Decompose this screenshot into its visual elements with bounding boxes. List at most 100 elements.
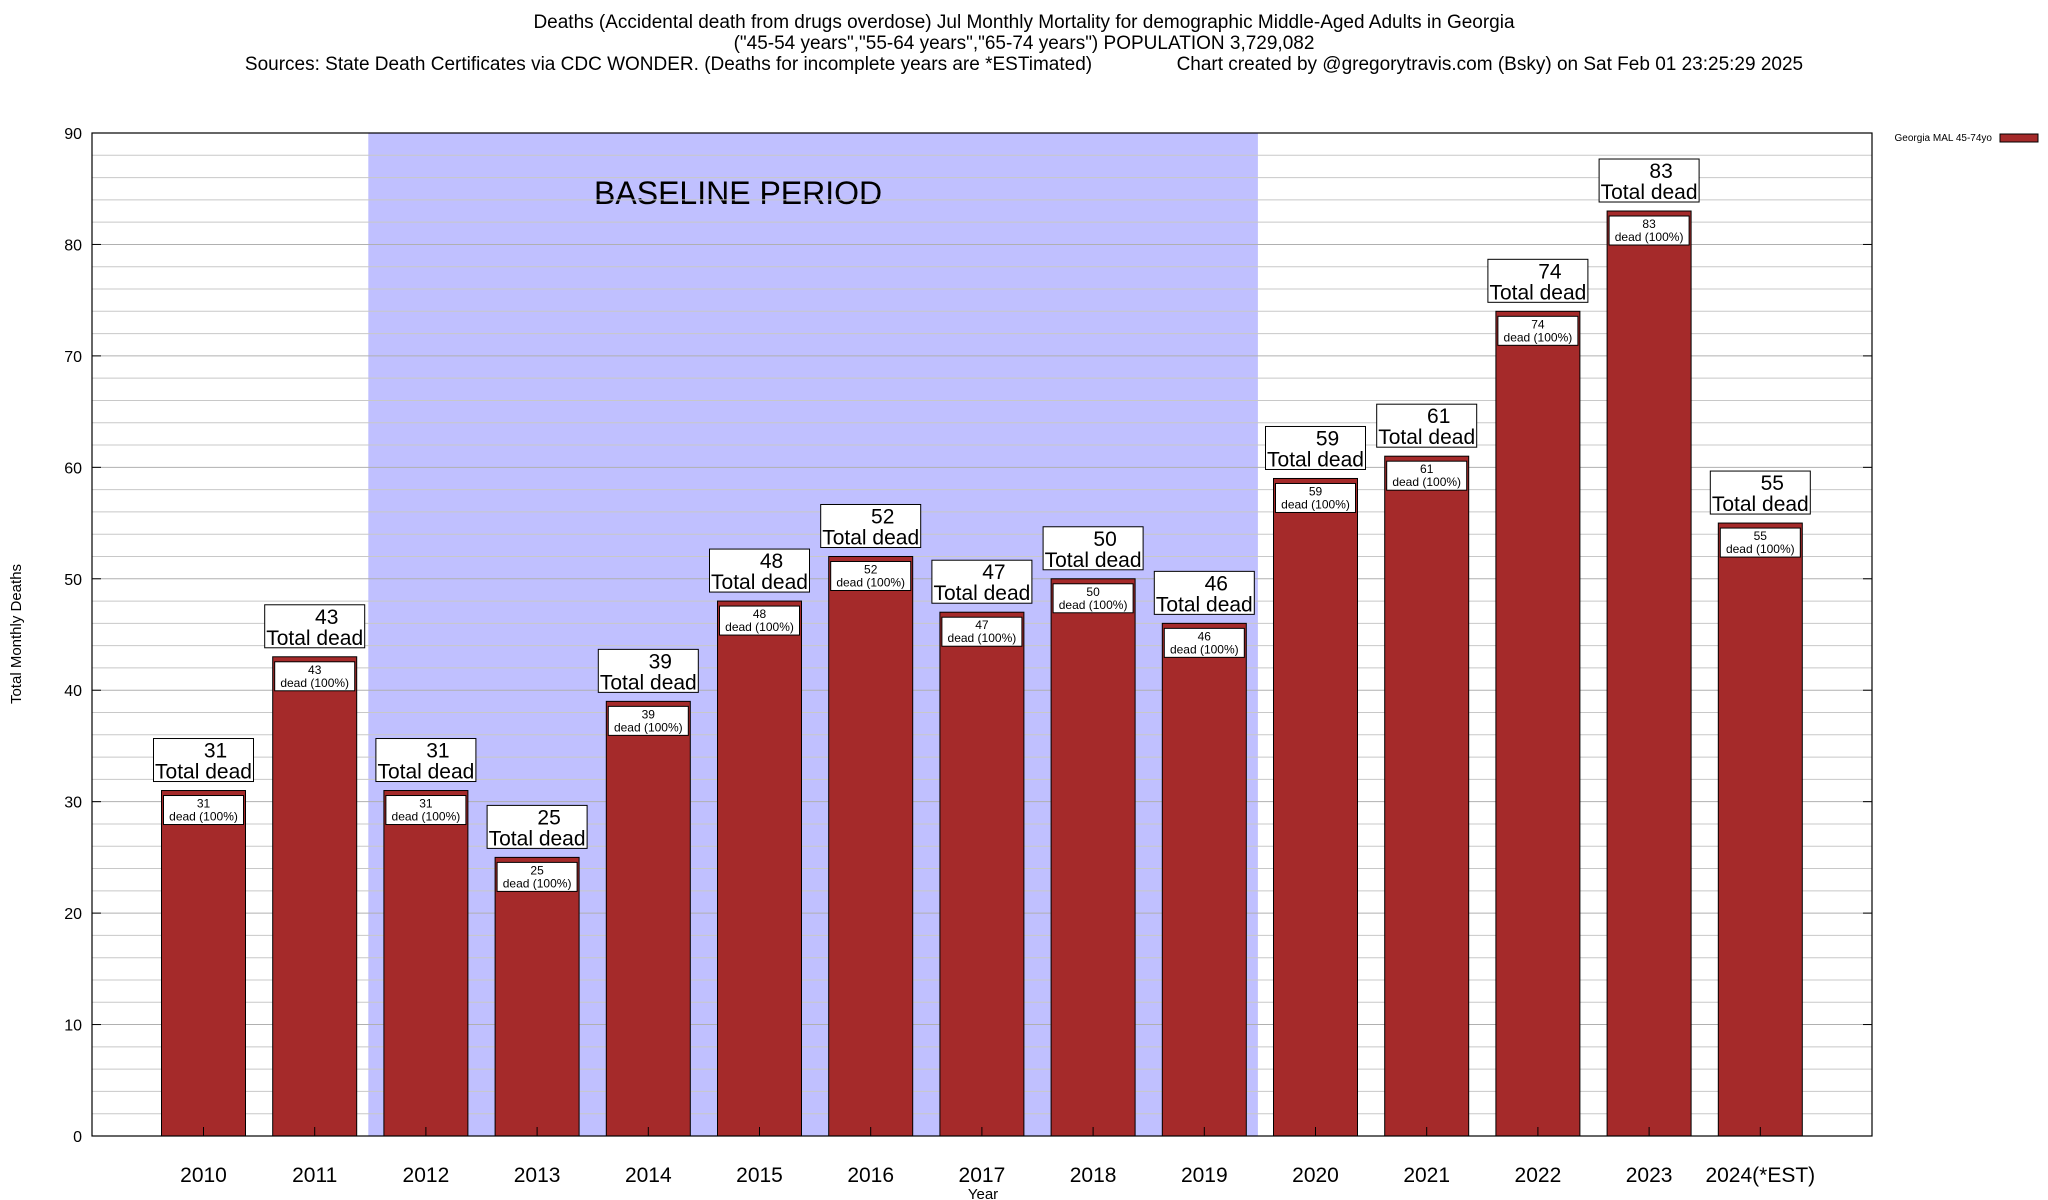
inner-value-label: 39 (642, 707, 656, 721)
inner-label-box (163, 795, 244, 826)
inner-value-label: 48 (753, 607, 767, 621)
inner-value-label: 52 (864, 562, 878, 576)
inner-value-label: 55 (1754, 529, 1768, 543)
total-label-box (597, 648, 699, 693)
total-value-label: 31 (204, 740, 227, 763)
total-label-box (486, 804, 588, 849)
inner-percent-label: dead (100%) (392, 810, 461, 824)
x-tick-label: 2014 (625, 1164, 672, 1187)
total-label-box (375, 738, 477, 783)
x-tick-label: 2010 (180, 1164, 227, 1187)
y-tick-label: 80 (64, 237, 82, 254)
total-text-label: Total dead (1045, 549, 1142, 572)
bar (939, 611, 1025, 1137)
inner-percent-label: dead (100%) (1504, 330, 1573, 344)
bar (605, 700, 691, 1137)
legend-swatch (1999, 133, 2039, 143)
inner-percent-label: dead (100%) (1615, 230, 1684, 244)
total-value-label: 59 (1316, 427, 1339, 450)
total-text-label: Total dead (1378, 426, 1475, 449)
total-label-box (1709, 470, 1811, 515)
inner-label-box (496, 861, 578, 892)
bar (1273, 477, 1358, 1137)
inner-label-box (1497, 315, 1579, 346)
total-value-label: 55 (1761, 472, 1784, 495)
total-label-box (931, 559, 1033, 604)
inner-label-box (1608, 215, 1690, 246)
x-tick-label: 2012 (403, 1164, 450, 1187)
x-axis-label: Year (968, 1186, 998, 1200)
y-tick-label: 10 (64, 1018, 82, 1035)
x-tick-label: 2013 (514, 1164, 561, 1187)
total-text-label: Total dead (933, 582, 1030, 605)
y-axis-label: Total Monthly Deaths (8, 564, 25, 704)
total-text-label: Total dead (711, 571, 808, 594)
inner-value-label: 83 (1642, 217, 1656, 231)
bar (272, 656, 358, 1137)
total-value-label: 31 (426, 740, 449, 763)
y-tick-label: 70 (64, 349, 82, 366)
inner-value-label: 50 (1086, 585, 1100, 599)
x-tick-label: 2011 (292, 1164, 337, 1187)
total-value-label: 50 (1093, 528, 1116, 551)
total-value-label: 48 (760, 550, 783, 573)
chart-subtitle: ("45-54 years","55-64 years","65-74 year… (733, 33, 1315, 54)
inner-percent-label: dead (100%) (1059, 598, 1128, 612)
inner-percent-label: dead (100%) (169, 810, 238, 824)
inner-percent-label: dead (100%) (1392, 475, 1461, 489)
inner-value-label: 31 (419, 797, 433, 811)
inner-percent-label: dead (100%) (725, 620, 794, 634)
total-label-box (264, 604, 366, 649)
total-text-label: Total dead (489, 827, 586, 850)
credit-text: Chart created by @gregorytravis.com (Bsk… (1176, 54, 1804, 75)
total-text-label: Total dead (822, 526, 919, 549)
total-label-box (1376, 403, 1478, 448)
x-tick-label: 2019 (1181, 1164, 1228, 1187)
total-text-label: Total dead (600, 671, 697, 694)
total-label-box (709, 548, 810, 593)
inner-label-box (830, 560, 912, 591)
total-value-label: 25 (537, 806, 560, 829)
x-tick-label: 2024(*EST) (1705, 1164, 1815, 1187)
x-tick-label: 2022 (1515, 1164, 1562, 1187)
x-tick-label: 2015 (736, 1164, 783, 1187)
total-text-label: Total dead (1156, 593, 1253, 616)
inner-label-box (607, 705, 689, 736)
inner-percent-label: dead (100%) (1281, 497, 1350, 511)
chart-header: Deaths (Accidental death from drugs over… (0, 12, 2048, 75)
total-value-label: 61 (1427, 405, 1450, 428)
inner-label-box (1163, 627, 1245, 658)
bar (717, 600, 802, 1137)
inner-percent-label: dead (100%) (948, 631, 1017, 645)
x-tick-label: 2020 (1292, 1164, 1339, 1187)
inner-value-label: 43 (308, 663, 322, 677)
inner-label-box (1386, 460, 1468, 491)
bar (1050, 578, 1136, 1137)
bar (1717, 522, 1803, 1137)
plot-frame (91, 132, 1873, 1137)
bar (383, 790, 469, 1137)
y-tick-label: 40 (64, 683, 82, 700)
inner-value-label: 31 (197, 797, 211, 811)
x-tick-label: 2017 (959, 1164, 1006, 1187)
inner-percent-label: dead (100%) (280, 676, 349, 690)
inner-value-label: 61 (1420, 462, 1434, 476)
total-text-label: Total dead (266, 627, 363, 650)
x-tick-label: 2016 (847, 1164, 894, 1187)
total-value-label: 46 (1205, 572, 1228, 595)
total-value-label: 74 (1538, 260, 1562, 283)
total-label-box (1042, 526, 1144, 571)
inner-value-label: 25 (530, 863, 544, 877)
total-value-label: 83 (1649, 160, 1672, 183)
inner-label-box (941, 616, 1023, 647)
chart-source-line: Sources: State Death Certificates via CD… (0, 54, 2048, 75)
total-label-box (1487, 258, 1589, 303)
inner-label-box (1052, 583, 1134, 614)
y-tick-label: 0 (73, 1129, 82, 1146)
total-label-box (153, 738, 254, 783)
y-tick-label: 90 (64, 126, 82, 143)
y-tick-label: 50 (64, 572, 82, 589)
total-text-label: Total dead (155, 761, 252, 784)
bar (1384, 455, 1470, 1137)
